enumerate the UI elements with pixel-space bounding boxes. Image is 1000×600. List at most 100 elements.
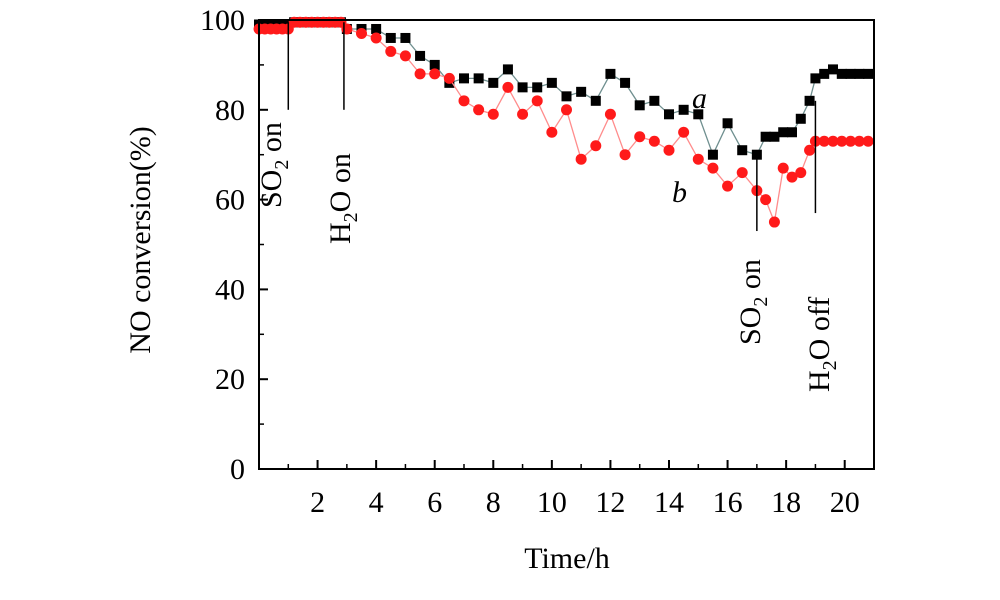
- y-tick-label: 80: [215, 94, 245, 127]
- data-point-a: [760, 131, 771, 142]
- data-point-b: [341, 23, 353, 35]
- data-point-b: [356, 27, 367, 39]
- data-point-b: [604, 108, 616, 120]
- x-tick-label: 16: [713, 486, 743, 519]
- data-point-a: [778, 127, 789, 138]
- data-point-b: [692, 153, 704, 165]
- event-label: SO2 on: [734, 259, 772, 345]
- data-point-b: [845, 135, 857, 147]
- data-point-a: [836, 68, 847, 79]
- data-point-b: [648, 135, 660, 147]
- data-point-b: [853, 135, 865, 147]
- data-point-b: [487, 108, 499, 120]
- y-tick-label: 0: [230, 453, 245, 486]
- axis-layer: 2 4 6 8 10 12 14 16 18 20 0 20 40 60 80 100: [200, 4, 875, 519]
- data-point-b: [575, 153, 587, 165]
- x-tick-label: 4: [369, 486, 384, 519]
- y-axis-label: NO conversion(%): [124, 126, 157, 353]
- data-point-b: [546, 126, 558, 138]
- data-point-a: [385, 32, 396, 43]
- y-tick-label: 60: [215, 184, 245, 217]
- data-point-b: [827, 135, 839, 147]
- data-point-a: [415, 50, 426, 61]
- data-point-b: [399, 50, 411, 62]
- x-tick-label: 18: [771, 486, 801, 519]
- data-point-b: [443, 72, 455, 84]
- data-point-a: [810, 73, 821, 84]
- data-point-a: [804, 95, 815, 106]
- data-point-b: [458, 95, 470, 107]
- x-tick-label: 10: [537, 486, 567, 519]
- data-point-a: [795, 113, 806, 124]
- event-label: H2O on: [324, 153, 362, 244]
- data-point-b: [804, 144, 816, 156]
- series-label-a: a: [692, 82, 707, 115]
- data-point-a: [576, 86, 587, 97]
- data-point-a: [845, 68, 856, 79]
- data-point-a: [532, 82, 543, 93]
- data-point-a: [769, 131, 780, 142]
- data-point-b: [619, 149, 631, 161]
- data-point-a: [664, 109, 674, 120]
- event-label: H2O off: [803, 297, 841, 392]
- data-point-b: [768, 216, 780, 228]
- x-axis-label: Time/h: [524, 542, 610, 575]
- data-point-a: [620, 77, 631, 88]
- data-point-b: [777, 162, 789, 174]
- data-point-a: [787, 127, 797, 138]
- data-point-a: [819, 68, 830, 79]
- data-point-b: [663, 144, 675, 156]
- x-tick-label: 14: [654, 486, 684, 519]
- x-tick-label: 6: [427, 486, 442, 519]
- data-point-b: [473, 104, 485, 116]
- data-point-a: [561, 91, 572, 102]
- data-point-b: [517, 108, 529, 120]
- data-point-a: [634, 100, 645, 111]
- data-point-b: [561, 104, 572, 116]
- y-tick-label: 40: [215, 273, 245, 306]
- data-point-a: [722, 118, 733, 129]
- data-point-a: [678, 104, 689, 115]
- data-point-a: [828, 64, 838, 75]
- data-point-b: [370, 32, 382, 44]
- data-point-a: [546, 77, 557, 88]
- x-tick-label: 20: [830, 486, 860, 519]
- data-point-a: [693, 109, 704, 120]
- data-point-b: [786, 171, 798, 183]
- x-tick-label: 2: [310, 486, 325, 519]
- data-point-b: [818, 135, 830, 147]
- data-point-b: [678, 126, 690, 138]
- data-point-a: [459, 73, 469, 84]
- annotation-layer: SO2 on H2O on SO2 on H2O off a b: [255, 22, 841, 392]
- x-tick-label: 12: [595, 486, 625, 519]
- data-point-a: [854, 68, 865, 79]
- data-point-a: [400, 32, 411, 43]
- data-point-a: [429, 59, 440, 70]
- data-point-a: [605, 68, 616, 79]
- data-point-b: [707, 162, 719, 174]
- data-point-b: [836, 135, 848, 147]
- data-point-a: [707, 149, 718, 160]
- data-point-a: [371, 23, 382, 34]
- data-point-b: [760, 194, 772, 206]
- data-point-b: [385, 45, 397, 57]
- data-point-b: [531, 95, 543, 107]
- data-point-b: [722, 180, 734, 192]
- data-point-a: [473, 73, 484, 84]
- data-point-b: [502, 81, 514, 93]
- data-point-a: [488, 77, 499, 88]
- data-point-a: [502, 64, 513, 75]
- data-point-b: [736, 167, 748, 179]
- data-point-b: [795, 167, 807, 179]
- data-point-a: [517, 82, 528, 93]
- series-layer: [253, 16, 874, 228]
- y-tick-label: 100: [200, 4, 245, 37]
- data-point-a: [863, 68, 874, 79]
- data-point-b: [414, 68, 426, 80]
- series-label-b: b: [672, 176, 687, 209]
- data-point-a: [737, 145, 748, 156]
- data-point-b: [862, 135, 874, 147]
- x-tick-label: 8: [486, 486, 501, 519]
- y-tick-label: 20: [215, 363, 245, 396]
